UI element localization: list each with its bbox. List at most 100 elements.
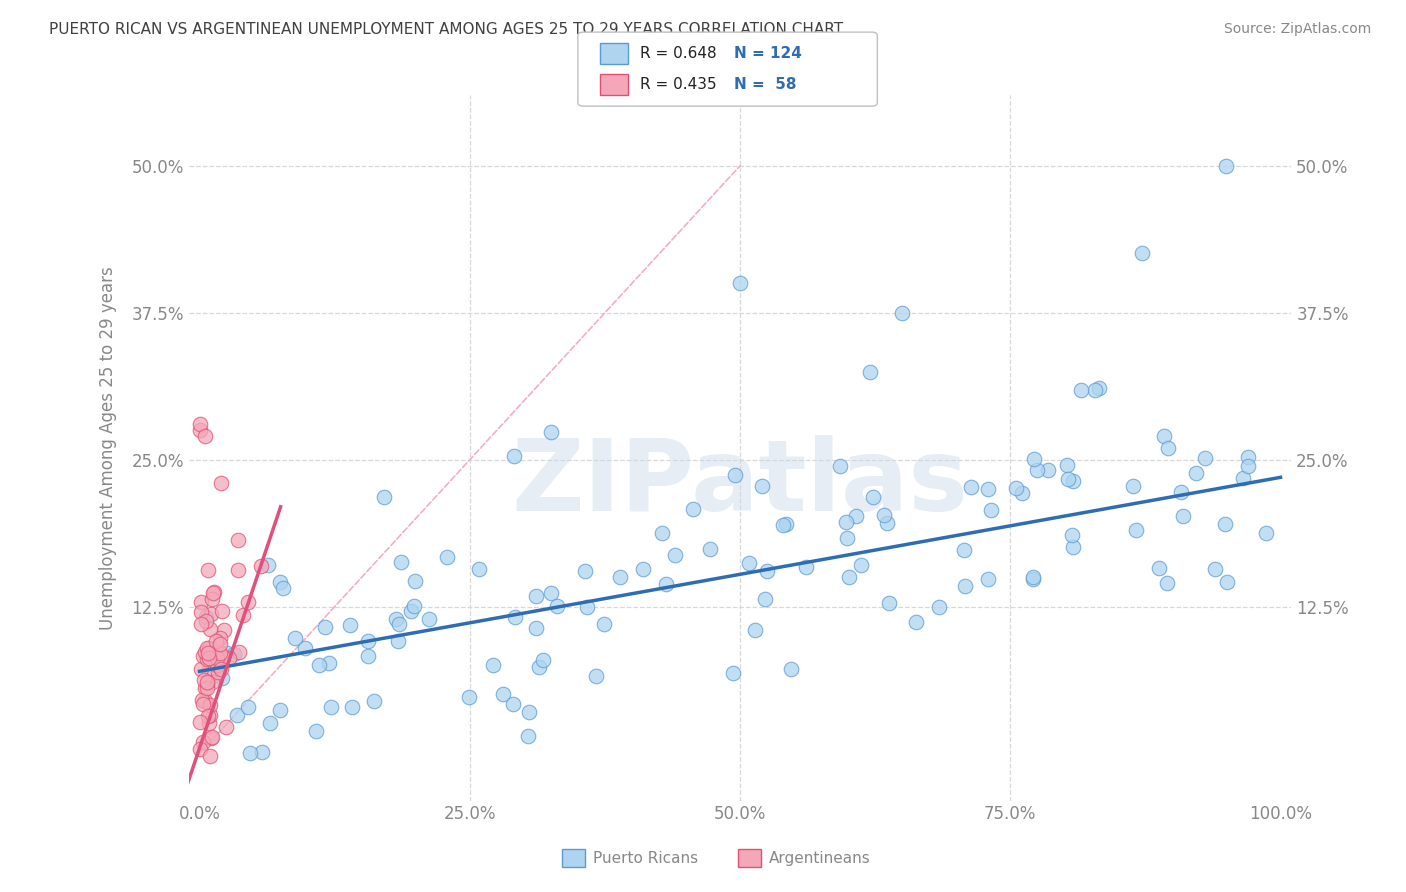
Point — [201, 592, 224, 607]
Text: R = 0.648: R = 0.648 — [640, 46, 716, 61]
Point — [194, 614, 217, 628]
Point — [1062, 540, 1084, 554]
Point — [574, 565, 596, 579]
Point — [225, 708, 247, 723]
Point — [845, 508, 868, 523]
Point — [1062, 528, 1084, 542]
Point — [458, 690, 481, 704]
Point — [1125, 524, 1147, 538]
Point — [188, 742, 211, 756]
Point — [873, 508, 896, 523]
Point — [357, 649, 380, 664]
Point — [190, 662, 212, 676]
Point — [198, 640, 221, 655]
Point — [952, 543, 974, 558]
Point — [1204, 562, 1226, 576]
Point — [609, 570, 631, 584]
Text: Source: ZipAtlas.com: Source: ZipAtlas.com — [1223, 22, 1371, 37]
Point — [269, 703, 291, 717]
Point — [904, 615, 927, 630]
Point — [385, 612, 408, 626]
Point — [204, 585, 226, 599]
Point — [1171, 508, 1194, 523]
Point — [1056, 458, 1078, 472]
Point — [238, 699, 260, 714]
Point — [357, 633, 380, 648]
Point — [195, 652, 218, 666]
Point — [340, 700, 363, 714]
Point — [1153, 429, 1175, 443]
Point — [779, 662, 801, 676]
Point — [828, 458, 851, 473]
Point — [1026, 463, 1049, 477]
Point — [363, 694, 385, 708]
Point — [194, 645, 217, 659]
Point — [388, 616, 411, 631]
Point — [305, 723, 328, 738]
Point — [529, 660, 551, 674]
Point — [775, 516, 797, 531]
Text: ZIPatlas: ZIPatlas — [512, 434, 969, 532]
Point — [195, 675, 218, 690]
Point — [232, 607, 254, 622]
Point — [1237, 450, 1260, 464]
Point — [540, 586, 562, 600]
Point — [503, 449, 526, 463]
Point — [195, 675, 218, 690]
Point — [585, 669, 607, 683]
Text: N =  58: N = 58 — [734, 78, 796, 92]
Point — [1130, 246, 1153, 260]
Point — [1022, 572, 1045, 586]
Point — [751, 479, 773, 493]
Point — [531, 652, 554, 666]
Point — [1170, 484, 1192, 499]
Point — [190, 606, 212, 620]
Point — [593, 617, 616, 632]
Point — [212, 624, 235, 638]
Point — [418, 612, 440, 626]
Point — [215, 720, 238, 734]
Point — [197, 563, 219, 577]
Point — [468, 561, 491, 575]
Point — [308, 658, 330, 673]
Point — [980, 503, 1002, 517]
Point — [728, 277, 751, 291]
Point — [198, 663, 221, 677]
Point — [835, 515, 858, 529]
Text: Argentineans: Argentineans — [769, 851, 870, 865]
Point — [228, 533, 250, 547]
Point — [321, 700, 343, 714]
Point — [209, 476, 232, 491]
Point — [1011, 486, 1033, 500]
Point — [228, 645, 250, 659]
Point — [339, 617, 361, 632]
Point — [1216, 574, 1239, 589]
Point — [891, 306, 914, 320]
Point — [794, 560, 817, 574]
Point — [198, 749, 221, 764]
Point — [193, 648, 215, 663]
Point — [436, 549, 458, 564]
Point — [197, 646, 219, 660]
Point — [202, 586, 225, 600]
Point — [188, 417, 211, 432]
Point — [259, 715, 281, 730]
Point — [284, 631, 307, 645]
Point — [1256, 525, 1278, 540]
Point — [1232, 470, 1254, 484]
Point — [502, 697, 524, 711]
Point — [1215, 159, 1237, 173]
Text: Puerto Ricans: Puerto Ricans — [593, 851, 699, 865]
Point — [492, 687, 515, 701]
Point — [318, 656, 340, 670]
Point — [862, 490, 884, 504]
Point — [194, 681, 217, 696]
Point — [1024, 452, 1046, 467]
Point — [208, 637, 231, 651]
Point — [1122, 479, 1144, 493]
Point — [928, 600, 950, 615]
Point — [699, 541, 721, 556]
Point — [959, 480, 981, 494]
Point — [222, 647, 245, 661]
Point — [271, 581, 294, 595]
